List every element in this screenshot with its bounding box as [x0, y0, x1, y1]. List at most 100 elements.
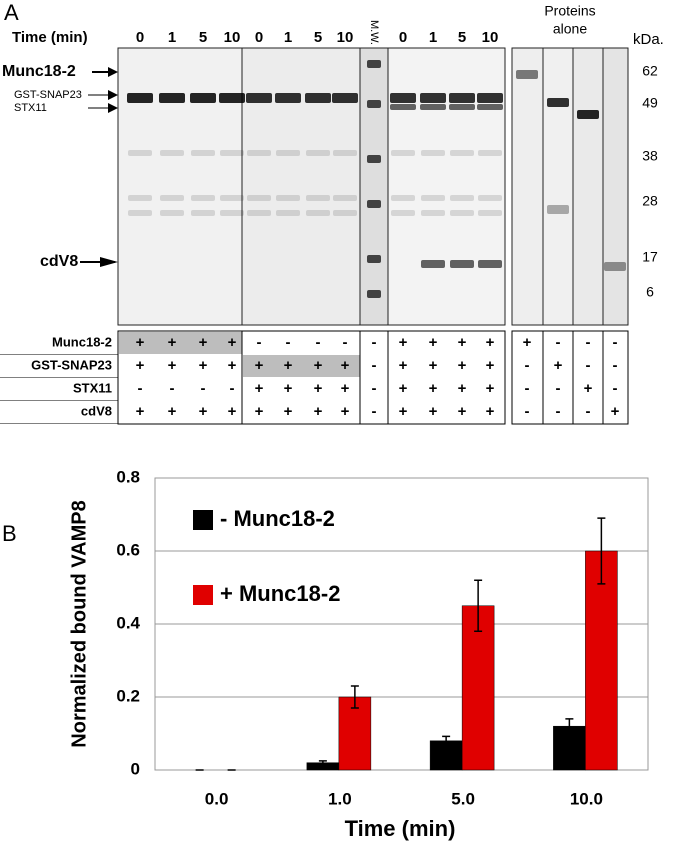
protein-label: GST-SNAP23: [14, 89, 82, 101]
gel-band: [367, 155, 381, 163]
table-cell: -: [170, 380, 175, 397]
mw-marker: 62: [642, 63, 658, 79]
table-cell: +: [399, 334, 408, 351]
gel-band: [246, 93, 272, 103]
table-cell: -: [525, 357, 530, 374]
row-label: STX11: [73, 380, 112, 395]
time-point: 1: [284, 29, 292, 46]
arrow-head: [100, 257, 118, 267]
table-cell: +: [458, 380, 467, 397]
table-cell: +: [314, 380, 323, 397]
gel-panel: [602, 47, 629, 326]
table-cell: +: [486, 403, 495, 420]
plot-border: [154, 477, 649, 771]
x-axis-label: Time (min): [345, 816, 456, 841]
table-cell: -: [138, 380, 143, 397]
table-cell: +: [255, 380, 264, 397]
gel-panel: [241, 47, 361, 326]
table-cell: +: [429, 357, 438, 374]
protein-label: STX11: [14, 102, 47, 114]
table-cell: -: [343, 334, 348, 351]
gel-band: [450, 150, 474, 156]
table-cell: +: [314, 403, 323, 420]
lane-label: M.W.: [368, 20, 380, 45]
x-tick-label: 10.0: [570, 789, 603, 808]
table-cell: +: [199, 334, 208, 351]
gel-band: [127, 93, 153, 103]
table-cell: -: [613, 357, 618, 374]
gel-band: [367, 100, 381, 108]
table-cell: -: [586, 403, 591, 420]
panel-label: B: [2, 521, 17, 546]
gel-panel: [511, 47, 544, 326]
y-tick-label: 0.2: [116, 686, 140, 705]
gel-band: [160, 210, 184, 216]
table-cell: +: [486, 334, 495, 351]
table-cell: +: [611, 403, 620, 420]
y-tick-label: 0.4: [116, 613, 140, 632]
gel-band: [477, 93, 503, 103]
table-cell: -: [556, 403, 561, 420]
table-cell: -: [286, 334, 291, 351]
table-cell: +: [458, 334, 467, 351]
table-cell: -: [372, 380, 377, 397]
y-tick-label: 0: [131, 759, 140, 778]
x-tick-label: 1.0: [328, 789, 352, 808]
mw-marker: 17: [642, 249, 658, 265]
table-cell: +: [284, 403, 293, 420]
gel-panel: [117, 47, 243, 326]
row-label: cdV8: [81, 403, 112, 418]
table-cell: -: [201, 380, 206, 397]
time-point: 1: [429, 29, 437, 46]
legend-label: + Munc18-2: [220, 581, 340, 606]
table-cell: +: [228, 403, 237, 420]
time-point: 10: [224, 29, 241, 46]
gel-band: [333, 210, 357, 216]
table-cell: +: [284, 380, 293, 397]
gel-panel: [542, 47, 574, 326]
table-cell: +: [314, 357, 323, 374]
gel-band: [128, 195, 152, 201]
table-cell: +: [523, 334, 532, 351]
gel-panel: [359, 47, 389, 326]
gel-band: [450, 210, 474, 216]
table-cell: +: [554, 357, 563, 374]
gel-band: [305, 93, 331, 103]
table-cell: -: [257, 334, 262, 351]
time-point: 0: [136, 29, 144, 46]
row-label: GST-SNAP23: [31, 357, 112, 372]
time-label: Time (min): [12, 29, 88, 46]
table-cell: +: [399, 380, 408, 397]
gel-band: [367, 200, 381, 208]
gel-band: [306, 150, 330, 156]
gel-band: [247, 195, 271, 201]
gel-band: [276, 195, 300, 201]
table-cell: -: [556, 380, 561, 397]
gel-band: [421, 260, 445, 268]
gel-band: [306, 210, 330, 216]
table-cell: +: [136, 403, 145, 420]
gel-band: [390, 104, 416, 110]
gel-band: [577, 110, 599, 119]
table-cell: +: [341, 380, 350, 397]
table-cell: +: [399, 403, 408, 420]
time-point: 5: [314, 29, 322, 46]
table-cell: +: [458, 403, 467, 420]
table-cell: -: [586, 334, 591, 351]
table-shade: [119, 332, 242, 354]
table-cell: +: [255, 403, 264, 420]
table-cell: +: [228, 357, 237, 374]
time-point: 10: [482, 29, 499, 46]
bar: [461, 605, 495, 771]
table-border: [511, 330, 629, 425]
gel-band: [421, 195, 445, 201]
table-cell: -: [613, 380, 618, 397]
table-cell: +: [255, 357, 264, 374]
table-cell: -: [372, 334, 377, 351]
gel-band: [449, 93, 475, 103]
gel-band: [477, 104, 503, 110]
gel-band: [332, 93, 358, 103]
protein-label: cdV8: [40, 253, 78, 270]
gel-band: [391, 195, 415, 201]
gel-band: [191, 210, 215, 216]
